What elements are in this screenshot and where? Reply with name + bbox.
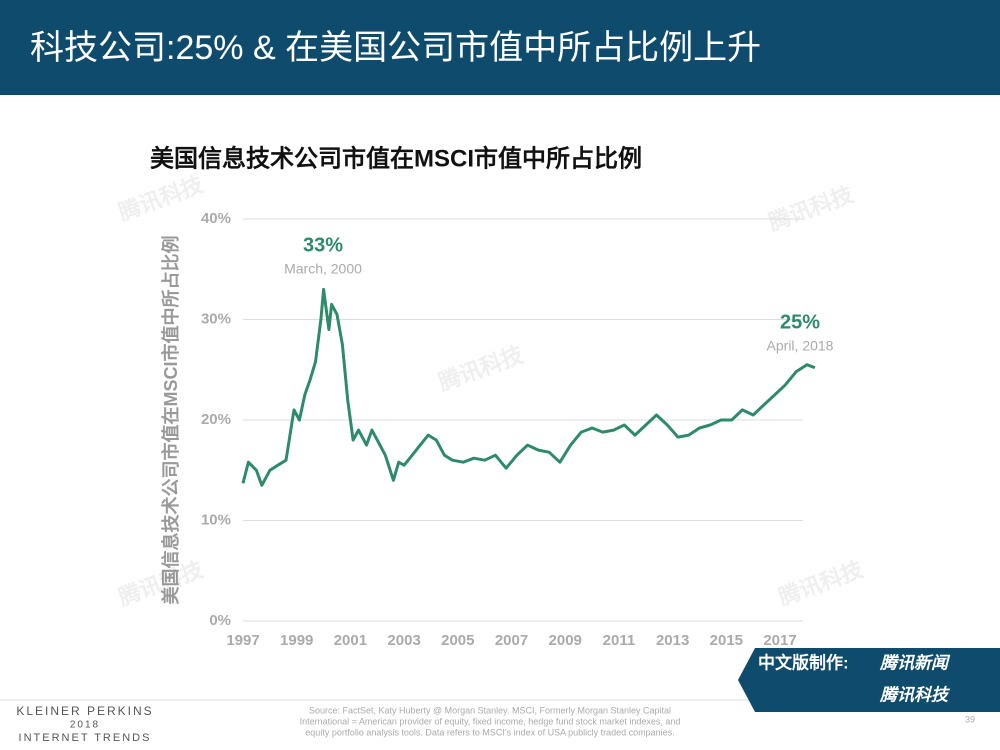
chart-title: 美国信息技术公司市值在MSCI市值中所占比例 (150, 144, 642, 172)
credit: 中文版制作: (758, 652, 849, 672)
y-tick-label: 10% (201, 511, 231, 528)
y-axis-label: 美国信息技术公司市值在MSCI市值中所占比例 (160, 236, 181, 605)
page-number: 39 (965, 714, 975, 724)
x-tick-label: 2003 (387, 632, 420, 649)
watermark: 腾讯科技 (765, 181, 857, 235)
data-line (241, 287, 816, 487)
brand: INTERNET TRENDS (19, 732, 152, 744)
x-tick-label: 2007 (495, 632, 528, 649)
source: International = American provider of equ… (300, 716, 681, 726)
y-tick-label: 30% (201, 310, 231, 327)
x-tick-label: 2017 (763, 632, 796, 649)
annotation-value: 33% (303, 234, 343, 256)
watermarks: 腾讯科技 腾讯科技 腾讯科技 腾讯科技 腾讯科技 (115, 171, 867, 610)
y-tick-label: 20% (201, 411, 231, 428)
slide-title: 科技公司:25% & 在美国公司市值中所占比例上升 (30, 29, 761, 67)
annotation-note: March, 2000 (284, 261, 362, 277)
source: equity portfolio analysis tools. Data re… (305, 727, 674, 737)
watermark: 腾讯科技 (775, 556, 867, 610)
watermark: 腾讯科技 (435, 341, 527, 395)
annotation-value: 25% (780, 311, 820, 333)
header-band (0, 0, 1000, 95)
y-tick-label: 0% (209, 612, 231, 629)
annotation-note: April, 2018 (767, 338, 834, 354)
x-tick-label: 2011 (603, 632, 636, 649)
credit-badge (738, 648, 1000, 712)
x-tick-label: 2005 (441, 632, 474, 649)
watermark: 腾讯科技 (115, 171, 207, 225)
brand: KLEINER PERKINS (16, 704, 153, 718)
x-tick-label: 1999 (280, 632, 313, 649)
y-tick-label: 40% (201, 210, 231, 227)
credit-news: 腾讯新闻 (879, 653, 951, 672)
credit-tech: 腾讯科技 (879, 685, 951, 704)
source: Source: FactSet, Katy Huberty @ Morgan S… (309, 705, 671, 715)
x-tick-label: 1997 (226, 632, 259, 649)
brand: 2018 (70, 720, 100, 731)
x-tick-label: 2013 (656, 632, 689, 649)
x-tick-label: 2001 (334, 632, 367, 649)
x-tick-label: 2009 (549, 632, 582, 649)
x-tick-label: 2015 (710, 632, 743, 649)
